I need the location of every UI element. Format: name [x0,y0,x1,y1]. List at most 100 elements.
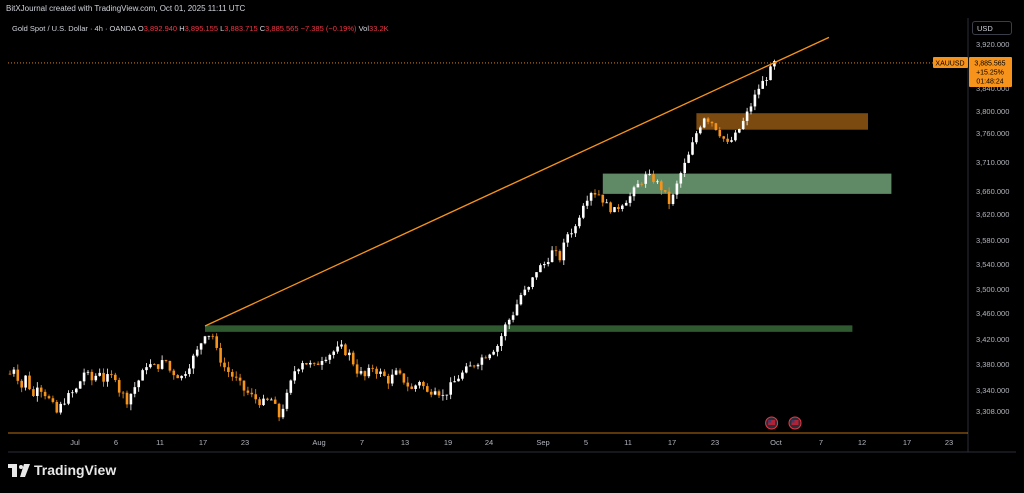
x-tick-label: 7 [360,438,364,447]
candle-body [137,380,140,388]
candle-body [207,335,211,337]
y-tick-label: 3,840.000 [976,84,1009,93]
candle-body [554,250,558,252]
candle-body [628,196,632,203]
flag-stripes [768,420,776,425]
low-value: 3,883.715 [224,24,258,33]
candle-body [773,61,776,67]
y-tick-label: 3,460.000 [976,309,1009,318]
candle-body [192,355,195,369]
tradingview-logo: TradingView [8,462,116,478]
candle-body [741,120,745,130]
green-zone-lower [205,325,853,332]
candle-body [445,394,449,396]
close-value: 3,885.565 [265,24,299,33]
candle-body [433,391,437,395]
candle-body [160,360,164,369]
candle-body [687,154,690,163]
candle-body [621,205,624,210]
candle-body [94,375,98,381]
flag-stripes [791,420,799,425]
candle-body [609,202,612,213]
y-tick-label: 3,340.000 [976,386,1009,395]
x-tick-label: 11 [156,438,164,447]
candle-body [429,391,433,395]
y-tick-label: 3,420.000 [976,335,1009,344]
candle-body [410,386,413,389]
candle-body [141,370,144,381]
candle-body [285,392,289,409]
candle-body [125,392,129,405]
candle-body [254,394,257,400]
ticker-tag-text: XAUUSD [935,60,964,67]
candle-body [663,190,667,192]
candle-body [753,94,757,107]
candle-body [117,380,121,393]
candle-body [227,367,230,372]
candle-body [121,392,125,394]
candle-body [281,408,285,418]
candle-body [258,399,261,406]
candle-body [328,354,332,360]
candle-body [24,375,27,388]
candle-body [145,367,148,371]
candle-body [176,375,179,379]
candle-body [383,371,386,376]
candle-body [702,118,706,128]
x-tick-label: 17 [199,438,207,447]
candle-body [309,362,312,365]
candle-body [168,360,172,371]
candle-body [578,217,581,227]
x-tick-label: 19 [444,438,452,447]
candle-body [398,370,402,374]
x-tick-label: 17 [903,438,911,447]
x-tick-label: Oct [770,438,783,447]
candle-body [710,121,714,124]
y-tick-label: 3,710.000 [976,158,1009,167]
candle-body [601,194,605,203]
candle-body [371,367,374,369]
candle-body [363,371,367,377]
candle-body [511,315,515,320]
candle-body [714,123,718,130]
candle-body [570,233,573,235]
y-tick-label: 3,920.000 [976,40,1009,49]
candle-body [523,289,527,296]
candle-body [78,381,82,389]
candle-body [149,364,152,368]
candle-body [406,382,410,387]
candle-body [250,392,254,395]
candle-body [67,393,70,404]
candle-body [63,403,66,405]
candle-body [199,343,203,350]
candle-body [367,367,371,377]
candle-body [422,381,425,387]
candle-body [266,398,269,400]
candle-body [320,361,324,365]
candle-body [180,375,183,379]
y-tick-label: 3,580.000 [976,236,1009,245]
candle-body [402,373,406,383]
candle-body [695,133,698,143]
x-tick-label: 5 [584,438,588,447]
candle-body [12,369,16,374]
candle-body [699,127,702,134]
currency-selector[interactable]: USD [972,21,1012,35]
candle-body [324,359,328,362]
high-value: 3,895.155 [184,24,218,33]
candle-body [605,202,608,204]
candle-body [110,374,113,375]
candle-body [16,369,20,381]
ascending-trendline[interactable] [204,36,830,327]
candle-body [359,371,363,374]
candle-body [348,352,351,356]
candle-body [98,372,101,376]
candle-body [102,372,105,382]
candle-body [527,287,530,290]
candle-body [55,401,59,413]
symbol-line: Gold Spot / U.S. Dollar · 4h · OANDA [12,24,136,33]
candle-body [582,205,585,218]
x-tick-label: 12 [858,438,866,447]
candle-body [336,346,339,352]
